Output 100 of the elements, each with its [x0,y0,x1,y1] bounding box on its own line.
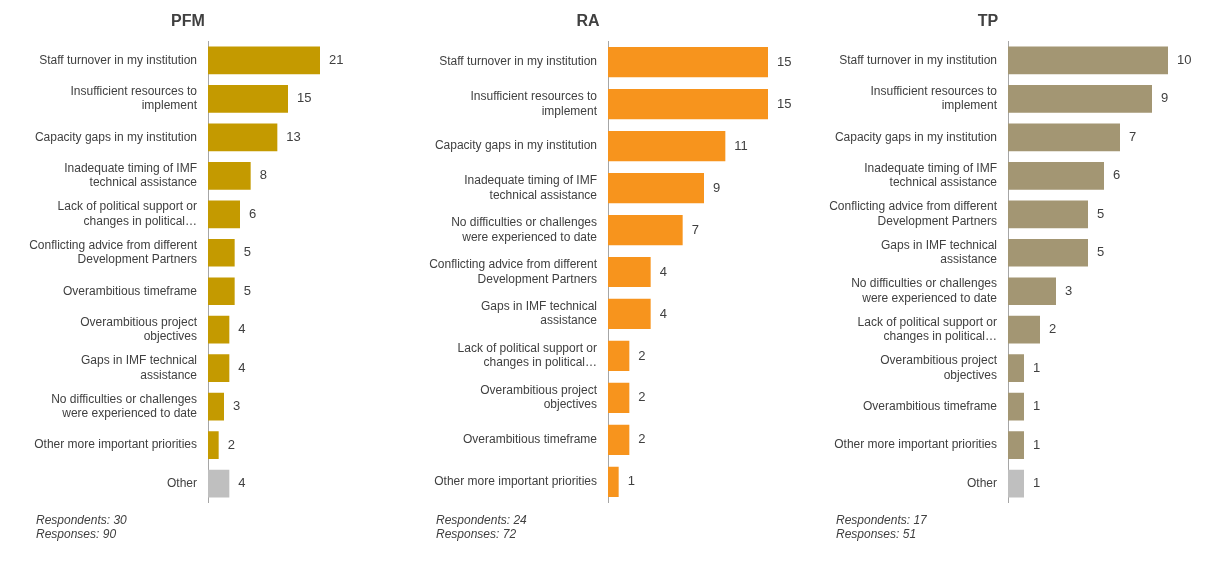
bar [608,340,630,372]
y-tick-label: Staff turnover in my institution [39,52,197,67]
bar [1008,46,1168,75]
data-label: 15 [777,95,792,111]
y-tick-label: Inadequate timing of IMF technical assistance [64,160,198,190]
data-label: 7 [1129,128,1137,144]
bar [608,172,704,204]
y-tick-label: Lack of political support or changes in political… [857,314,997,344]
data-label: 2 [638,431,646,447]
text: Respondents: 30 [36,513,128,527]
y-tick-label: Capacity gaps in my institution [34,129,197,144]
bar [608,89,768,120]
bar [1008,469,1024,498]
text: Respondents: 17 [836,513,928,527]
data-label: 1 [1033,359,1041,375]
data-label: 2 [227,436,235,452]
data-label: 3 [233,398,241,414]
data-label: 6 [249,205,257,221]
y-tick-label: No difficulties or challenges were experienced to date [451,215,598,244]
y-tick-label: Gaps in IMF technical assistance [80,353,198,382]
chart-title: RA [576,12,600,30]
bar [608,298,651,330]
y-tick-label: No difficulties or challenges were experienced to date [51,391,198,421]
bar [1008,354,1024,383]
bar [208,200,240,229]
bar [1008,431,1024,459]
data-label: 4 [238,475,246,491]
bar [608,466,619,497]
data-label: 5 [243,282,251,298]
y-tick-label: Inadequate timing of IMF technical assistance [464,173,598,202]
y-tick-label: Overambitious project objectives [80,314,198,344]
bar [208,277,235,306]
data-label: 2 [1049,321,1057,337]
data-label: 10 [1177,52,1192,68]
data-label: 4 [238,321,246,337]
data-label: 4 [659,305,667,321]
y-tick-label: Conflicting advice from different Development Partners [429,257,598,286]
data-label: 4 [238,359,246,375]
data-label: 11 [734,137,748,153]
data-label: 15 [297,90,312,106]
y-tick-label: Insufficient resources to implement [470,89,598,118]
data-label: 2 [638,347,646,363]
data-label: 5 [1097,244,1105,260]
bar [608,382,630,413]
y-tick-label: Staff turnover in my institution [839,52,997,67]
data-label: 1 [1033,398,1041,414]
bar [1008,161,1104,190]
bar [1008,277,1056,306]
text: Respondents: 24 [436,513,528,527]
data-label: 7 [691,221,699,237]
y-tick-label: Lack of political support or changes in political… [457,341,597,370]
y-tick-label: Overambitious project objectives [480,383,598,412]
y-tick-label: Capacity gaps in my institution [834,129,997,144]
data-label: 6 [1113,167,1121,183]
data-label: 1 [1033,436,1041,452]
bar [208,238,235,267]
bar [208,315,230,344]
y-tick-label: Overambitious timeframe [462,432,598,447]
bar [208,161,251,190]
text: Responses: 51 [836,527,918,541]
y-tick-label: Gaps in IMF technical assistance [480,299,598,328]
data-label: 13 [286,128,301,144]
y-tick-label: Lack of political support or changes in political… [57,199,197,228]
y-tick-label: Other more important priorities [34,437,197,452]
y-tick-label: Conflicting advice from different Development Partners [829,199,998,228]
data-label: 1 [627,473,635,489]
y-tick-label: Overambitious project objectives [880,353,998,382]
bar [1008,315,1040,344]
bar [608,256,651,288]
bar [1008,85,1152,113]
y-tick-label: Capacity gaps in my institution [434,138,597,153]
y-tick-label: Gaps in IMF technical assistance [880,237,998,267]
chart-title: PFM [171,12,205,30]
bar [208,392,224,421]
bar [208,354,230,383]
y-tick-label: Inadequate timing of IMF technical assistance [864,160,998,190]
data-label: 9 [713,179,721,195]
data-label: 15 [777,53,792,69]
bar [1008,200,1088,229]
bar [208,469,230,498]
text: Responses: 90 [36,527,118,541]
text: Responses: 72 [436,527,518,541]
bar [608,214,683,246]
bar [208,431,219,459]
y-tick-label: Other [966,475,997,490]
y-tick-label: Overambitious timeframe [862,398,998,413]
bar [608,424,630,455]
data-label: 4 [659,263,667,279]
data-label: 5 [243,244,251,260]
bar [1008,123,1120,152]
y-tick-label: Insufficient resources to implement [870,84,998,113]
data-label: 2 [638,389,646,405]
bar [1008,238,1088,267]
bar [208,85,288,113]
data-label: 8 [259,167,267,183]
data-label: 5 [1097,205,1105,221]
bar [208,46,320,75]
y-tick-label: Overambitious timeframe [62,283,198,298]
y-tick-label: Other more important priorities [834,437,997,452]
y-tick-label: Staff turnover in my institution [439,54,597,69]
